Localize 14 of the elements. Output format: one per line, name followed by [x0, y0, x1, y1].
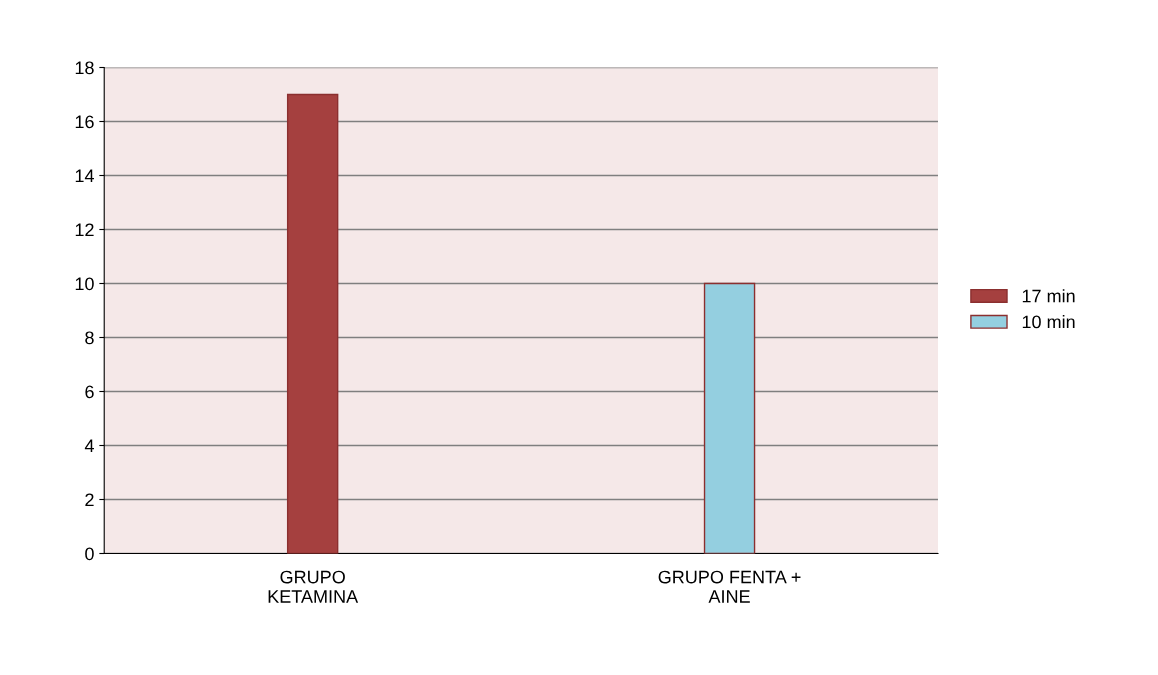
legend-label: 10 min	[1022, 315, 1075, 329]
x-tick-label: GRUPO KETAMINA	[268, 570, 359, 603]
y-tick-label: 12	[75, 223, 94, 237]
y-tick-label: 8	[85, 331, 94, 345]
y-tick-label: 0	[85, 547, 94, 561]
y-tick-label: 18	[75, 61, 94, 75]
y-tick-label: 2	[85, 493, 94, 507]
y-tick-label: 4	[84, 439, 94, 453]
y-tick-label: 10	[75, 277, 94, 291]
y-tick-label: 16	[75, 115, 94, 129]
x-tick-label: GRUPO FENTA + AINE	[658, 570, 801, 603]
y-tick-label: 14	[75, 169, 94, 183]
legend-label: 17 min	[1022, 289, 1075, 303]
y-tick-label: 6	[85, 385, 94, 399]
